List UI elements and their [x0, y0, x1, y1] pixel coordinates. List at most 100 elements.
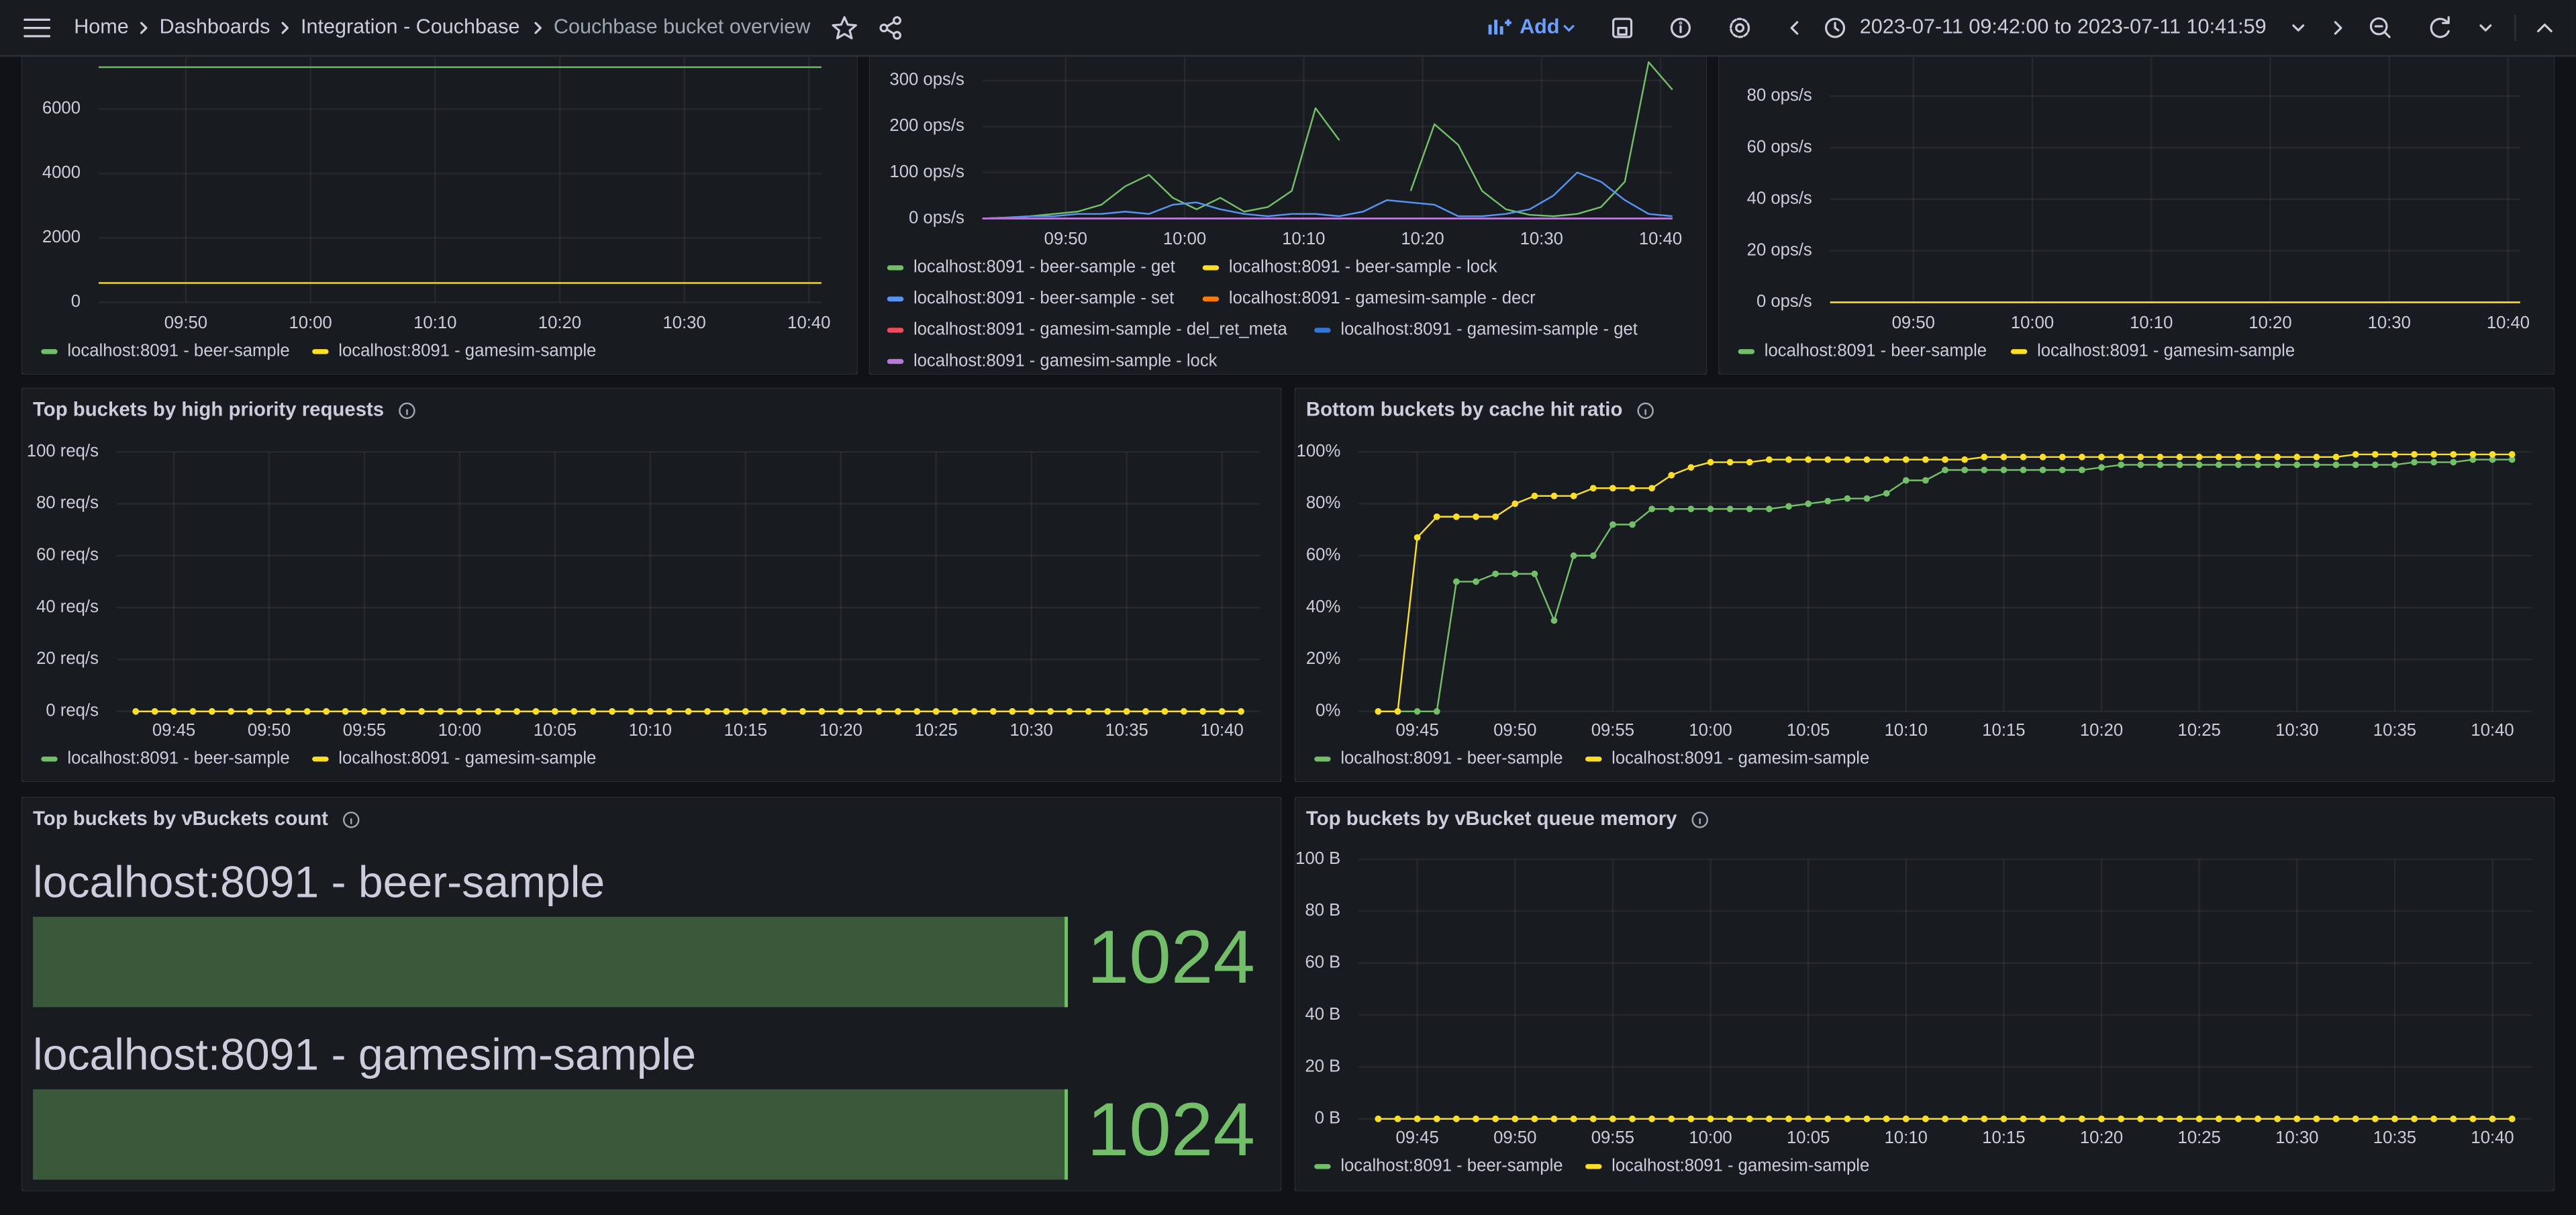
- x-tick-label: 10:15: [724, 721, 767, 740]
- data-point: [361, 708, 368, 715]
- info-button[interactable]: [1670, 17, 1691, 38]
- data-point: [2352, 461, 2359, 469]
- time-back-button[interactable]: [1790, 21, 1799, 35]
- data-point: [2059, 1115, 2066, 1122]
- refresh-interval-caret[interactable]: [2479, 24, 2492, 32]
- data-point: [1922, 1115, 1929, 1122]
- time-forward-button[interactable]: [2334, 21, 2342, 35]
- x-tick-label: 09:55: [343, 721, 386, 740]
- legend-label[interactable]: localhost:8091 - gamesim-sample: [1612, 1157, 1869, 1175]
- legend-label[interactable]: localhost:8091 - gamesim-sample - del_re…: [913, 320, 1288, 339]
- data-point: [1492, 570, 1499, 577]
- bar-edge: [1064, 916, 1069, 1008]
- legend-label[interactable]: localhost:8091 - beer-sample: [1340, 749, 1563, 768]
- y-tick-label: 80 B: [1305, 901, 1340, 920]
- data-point: [2000, 1115, 2008, 1122]
- x-tick-label: 10:40: [787, 313, 830, 332]
- data-point: [2059, 453, 2066, 460]
- breadcrumb[interactable]: Dashboards: [159, 15, 270, 38]
- zoom-out-button[interactable]: [2369, 17, 2391, 38]
- x-tick-label: 10:30: [2275, 721, 2318, 740]
- collapse-button[interactable]: [2537, 23, 2553, 33]
- star-button[interactable]: [832, 16, 857, 40]
- data-point: [2039, 467, 2046, 474]
- time-picker-caret[interactable]: [2292, 24, 2305, 32]
- panel: [21, 0, 858, 375]
- legend-swatch: [887, 358, 904, 364]
- panel-group: Top buckets by high priority requests 0 r…: [21, 387, 1282, 783]
- data-point: [1180, 708, 1187, 715]
- data-point: [2098, 1115, 2105, 1122]
- menu-button[interactable]: [23, 18, 51, 38]
- time-range[interactable]: 2023-07-11 09:42:00 to 2023-07-11 10:41:…: [1860, 15, 2267, 38]
- panel-group: Top buckets by vBuckets count localhost:8…: [21, 797, 1282, 1192]
- data-point: [1531, 1115, 1538, 1122]
- data-point: [532, 708, 540, 715]
- data-point: [2274, 1115, 2281, 1122]
- data-point: [2489, 451, 2496, 458]
- data-point: [285, 708, 292, 715]
- y-tick-label: 20 ops/s: [1747, 240, 1812, 259]
- panel-info-icon[interactable]: [342, 812, 360, 828]
- legend-label[interactable]: localhost:8091 - beer-sample: [1340, 1157, 1563, 1175]
- legend-swatch: [1202, 265, 1220, 271]
- legend-label[interactable]: localhost:8091 - gamesim-sample: [338, 749, 596, 768]
- save-button[interactable]: [1612, 17, 1633, 38]
- y-tick-label: 40 ops/s: [1747, 189, 1812, 208]
- legend-label[interactable]: localhost:8091 - gamesim-sample: [2037, 342, 2295, 360]
- y-tick-label: 2000: [42, 228, 81, 246]
- series-line: [982, 61, 1673, 220]
- bar-label: localhost:8091 - gamesim-sample: [33, 1030, 696, 1080]
- data-point: [837, 708, 844, 715]
- data-point: [1433, 513, 1440, 520]
- y-tick-label: 20 B: [1305, 1057, 1340, 1075]
- legend-label[interactable]: localhost:8091 - gamesim-sample: [1612, 749, 1869, 768]
- panel-info-icon[interactable]: [399, 402, 415, 420]
- panel-info-icon[interactable]: [1637, 402, 1654, 420]
- legend-swatch: [1202, 296, 1220, 302]
- legend-swatch: [1738, 349, 1755, 354]
- data-point: [1707, 1115, 1714, 1122]
- data-point: [1512, 570, 1519, 577]
- x-tick-label: 10:40: [1200, 721, 1243, 740]
- data-point: [1648, 1115, 1656, 1122]
- breadcrumb[interactable]: Integration - Couchbase: [301, 15, 519, 38]
- settings-button[interactable]: [1730, 17, 1750, 38]
- panel-info-icon[interactable]: [1691, 812, 1708, 828]
- data-point: [1726, 505, 1734, 513]
- data-point: [2371, 1115, 2379, 1122]
- add-button[interactable]: Add: [1488, 15, 1575, 38]
- data-point: [1687, 505, 1695, 513]
- data-point: [2293, 461, 2301, 469]
- data-point: [2098, 464, 2105, 471]
- legend-label[interactable]: localhost:8091 - gamesim-sample: [338, 342, 596, 360]
- data-point: [2235, 1115, 2242, 1122]
- legend-label[interactable]: localhost:8091 - gamesim-sample - decr: [1229, 289, 1536, 307]
- data-point: [1570, 1115, 1577, 1122]
- legend-label[interactable]: localhost:8091 - beer-sample - set: [913, 289, 1174, 307]
- legend-label[interactable]: localhost:8091 - beer-sample - get: [913, 258, 1175, 277]
- data-point: [1902, 477, 1910, 484]
- data-point: [2274, 461, 2281, 469]
- legend-label[interactable]: localhost:8091 - beer-sample - lock: [1229, 258, 1497, 277]
- data-point: [1844, 495, 1851, 502]
- legend-label[interactable]: localhost:8091 - gamesim-sample - lock: [913, 351, 1218, 370]
- legend-label[interactable]: localhost:8091 - beer-sample: [67, 342, 289, 360]
- data-point: [2137, 1115, 2144, 1122]
- refresh-button[interactable]: [2430, 16, 2450, 38]
- data-point: [1668, 505, 1675, 513]
- data-point: [1668, 1115, 1675, 1122]
- legend-label[interactable]: localhost:8091 - gamesim-sample - get: [1340, 320, 1638, 339]
- x-tick-label: 09:55: [1591, 721, 1634, 740]
- time-picker-icon[interactable]: [1824, 17, 1846, 38]
- data-point: [2079, 453, 2085, 460]
- legend-swatch: [1314, 328, 1331, 333]
- breadcrumb[interactable]: Home: [74, 15, 129, 38]
- data-point: [437, 708, 444, 715]
- legend-label[interactable]: localhost:8091 - beer-sample: [1765, 342, 1987, 360]
- add-label[interactable]: Add: [1520, 15, 1559, 38]
- legend-label[interactable]: localhost:8091 - beer-sample: [67, 749, 289, 768]
- share-button[interactable]: [879, 16, 901, 40]
- data-point: [1824, 1115, 1832, 1122]
